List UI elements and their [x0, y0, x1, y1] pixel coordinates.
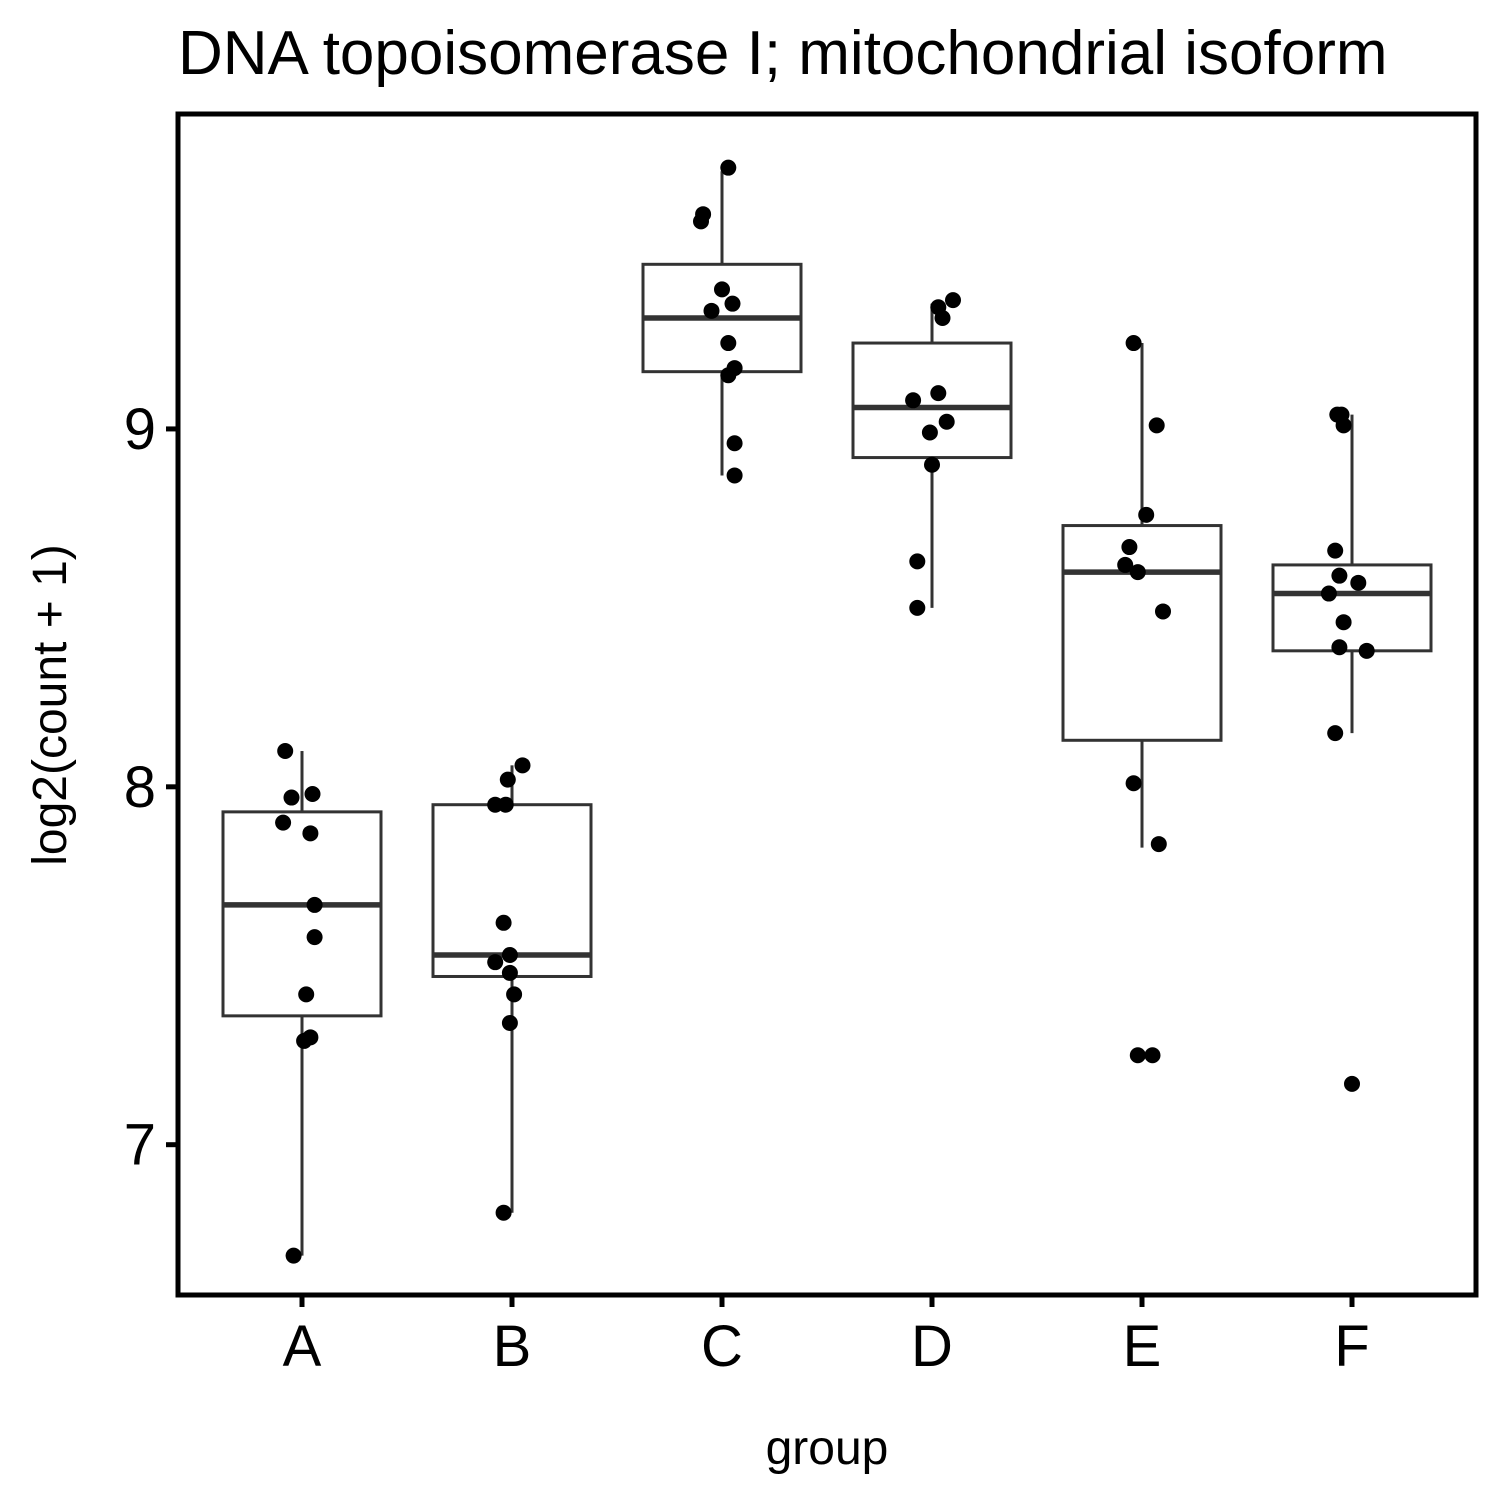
data-point — [934, 309, 951, 326]
data-point — [930, 385, 947, 402]
x-tick-label: A — [283, 1314, 322, 1379]
data-point — [693, 213, 709, 230]
data-point — [938, 413, 955, 430]
data-point — [1125, 335, 1142, 352]
data-point — [1331, 567, 1348, 584]
points-group-d — [905, 292, 961, 616]
box-group-e — [1061, 343, 1223, 848]
chart-title: DNA topoisomerase I; mitochondrial isofo… — [178, 19, 1387, 88]
data-point — [720, 367, 737, 384]
data-point — [1125, 775, 1142, 792]
data-point — [703, 302, 720, 319]
data-point — [514, 757, 531, 774]
data-point — [275, 814, 292, 831]
x-tick-label: F — [1334, 1314, 1369, 1379]
y-tick-label: 7 — [124, 1113, 156, 1178]
box-group-f — [1271, 414, 1433, 734]
data-point — [285, 1247, 302, 1264]
data-point — [909, 553, 926, 570]
x-tick-label: D — [911, 1314, 953, 1379]
data-point — [501, 964, 518, 981]
data-point — [283, 789, 300, 806]
data-point — [296, 1032, 313, 1049]
data-point — [497, 796, 514, 813]
plot-area — [221, 159, 1433, 1264]
data-point — [1129, 564, 1146, 581]
points-group-a — [275, 743, 323, 1264]
data-point — [1327, 725, 1344, 742]
y-tick-label: 8 — [124, 755, 156, 820]
data-point — [1335, 614, 1352, 631]
box-iqr — [221, 810, 383, 1018]
data-point — [924, 456, 940, 473]
data-point — [1144, 1047, 1161, 1064]
data-point — [495, 1204, 512, 1221]
data-point — [499, 771, 516, 788]
x-tick-label: C — [701, 1314, 743, 1379]
data-point — [1320, 585, 1337, 602]
data-point — [302, 825, 319, 842]
y-axis: 7 8 9 — [124, 397, 178, 1178]
data-point — [714, 281, 730, 298]
points-group-e — [1117, 335, 1171, 1064]
data-point — [1327, 542, 1344, 559]
data-point — [495, 914, 512, 931]
box-iqr — [1271, 563, 1433, 653]
data-point — [306, 929, 323, 946]
box-group-a — [221, 751, 383, 1256]
data-point — [506, 986, 523, 1003]
data-point — [277, 743, 294, 760]
data-point — [1358, 642, 1375, 659]
data-point — [726, 435, 743, 452]
data-point — [1155, 603, 1171, 620]
y-axis-title: log2(count + 1) — [24, 544, 77, 866]
data-point — [1138, 506, 1155, 523]
data-point — [304, 785, 321, 802]
points-group-b — [487, 757, 531, 1221]
data-point — [1121, 539, 1138, 556]
data-point — [1350, 574, 1367, 591]
data-point — [306, 896, 323, 913]
y-tick-label: 9 — [124, 397, 156, 462]
data-point — [1331, 639, 1348, 656]
data-point — [909, 599, 926, 616]
data-point — [921, 424, 938, 441]
data-point — [501, 1015, 518, 1032]
plot-panel-border — [175, 111, 1479, 1298]
data-point — [298, 986, 315, 1003]
box-iqr — [851, 341, 1013, 460]
data-point — [905, 392, 922, 409]
points-group-f — [1320, 406, 1375, 1092]
x-tick-label: B — [493, 1314, 532, 1379]
data-point — [945, 292, 961, 309]
x-tick-label: E — [1123, 1314, 1162, 1379]
points-group-c — [693, 159, 743, 484]
box-iqr — [1061, 524, 1223, 742]
data-point — [487, 954, 504, 971]
data-point — [1344, 1075, 1360, 1092]
x-axis-title: group — [766, 1422, 889, 1475]
box-group-d — [851, 303, 1013, 608]
x-axis: A B C D E F — [283, 1295, 1370, 1379]
data-point — [1148, 417, 1165, 434]
data-point — [1129, 1047, 1146, 1064]
data-point — [720, 335, 737, 352]
data-point — [1117, 556, 1134, 573]
data-point — [724, 295, 741, 312]
data-point — [1335, 417, 1352, 434]
data-point — [1150, 836, 1167, 853]
box-group-c — [641, 171, 803, 476]
data-point — [726, 467, 743, 484]
data-point — [720, 159, 737, 176]
data-point — [501, 947, 518, 964]
